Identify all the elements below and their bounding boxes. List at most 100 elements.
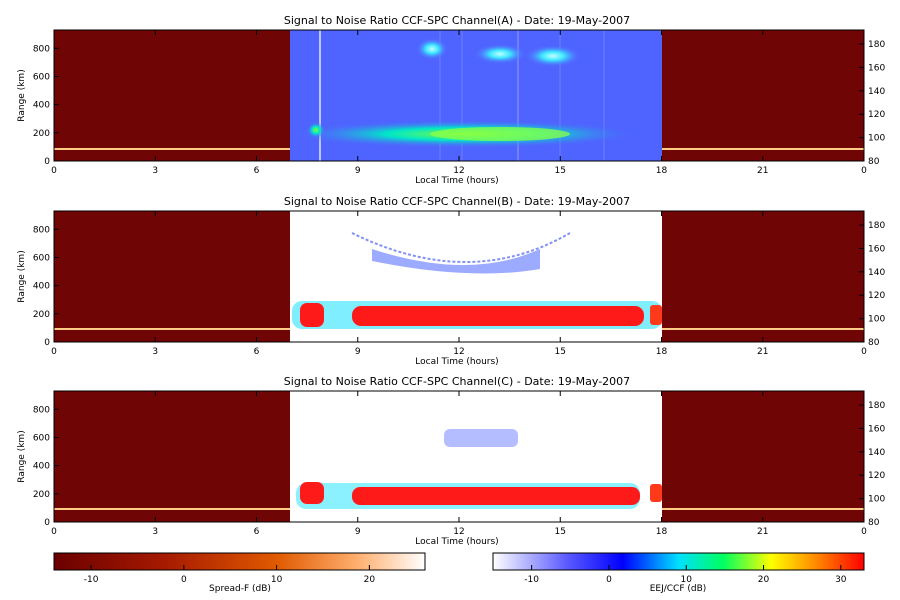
panel-a-e-region-core — [430, 127, 570, 141]
colorbar-tick-label: -10 — [524, 575, 539, 585]
y-right-tick-label: 100 — [868, 134, 885, 144]
y-tick-label: 400 — [33, 282, 50, 292]
panel-a-upper-echo-2 — [474, 44, 526, 64]
y-axis-label: Range (km) — [17, 69, 27, 121]
x-tick-label: 12 — [453, 347, 464, 357]
y-tick-label: 0 — [44, 338, 50, 348]
y-axis-label: Range (km) — [17, 430, 27, 482]
colorbar-eej-ccf-label: EEJ/CCF (dB) — [650, 584, 707, 594]
y-tick-label: 200 — [33, 490, 50, 500]
colorbar-tick-label: 20 — [758, 575, 770, 585]
y-tick-label: 400 — [33, 101, 50, 111]
y-tick-label: 600 — [33, 72, 50, 82]
panel-a-title: Signal to Noise Ratio CCF-SPC Channel(A)… — [284, 14, 630, 27]
y-tick-label: 0 — [44, 518, 50, 528]
colorbar-tick-label: 10 — [681, 575, 693, 585]
colorbar-eej-ccf-ticks: -10 0 10 20 30 — [524, 565, 847, 585]
x-tick-label: 15 — [555, 166, 566, 176]
panel-a-upper-echo-3 — [525, 45, 581, 67]
colorbar-tick-label: 20 — [364, 575, 376, 585]
panel-c-night-right — [662, 391, 864, 522]
y-tick-label: 600 — [33, 253, 50, 263]
x-tick-label: 21 — [757, 166, 768, 176]
panel-c-upper-echo — [444, 429, 518, 447]
panel-a-axes: 0 3 6 9 12 15 18 21 0020040060080080100120140160… — [17, 30, 885, 186]
x-tick-label: 6 — [254, 527, 260, 537]
panel-b-upper-echo-arc — [351, 232, 571, 263]
y-right-tick-label: 80 — [868, 338, 880, 348]
y-right-tick-label: 120 — [868, 291, 885, 301]
colorbar-tick-label: 30 — [835, 575, 847, 585]
panel-b-axes: 0 3 6 9 12 15 18 21 0020040060080080100120140160… — [17, 211, 885, 367]
x-tick-label: 0 — [861, 527, 867, 537]
y-right-tick-label: 160 — [868, 244, 885, 254]
panel-b-e-region-early — [300, 303, 324, 327]
x-axis-label: Local Time (hours) — [415, 176, 498, 186]
panel-a-night-right — [662, 30, 864, 161]
x-axis-label: Local Time (hours) — [415, 357, 498, 367]
x-tick-label: 9 — [355, 347, 361, 357]
panel-b-night-left — [54, 211, 290, 342]
x-tick-label: 18 — [656, 347, 668, 357]
panel-b-upper-echo-band — [372, 249, 540, 274]
x-tick-label: 0 — [51, 347, 57, 357]
x-tick-label: 18 — [656, 166, 668, 176]
y-axis-label: Range (km) — [17, 250, 27, 302]
y-tick-label: 0 — [44, 157, 50, 167]
colorbar-spread-f-ticks: -10 0 10 20 — [84, 565, 376, 585]
y-right-tick-label: 160 — [868, 63, 885, 73]
y-right-tick-label: 180 — [868, 221, 885, 231]
y-tick-label: 200 — [33, 310, 50, 320]
panel-c-axes: 0 3 6 9 12 15 18 21 0020040060080080100120140160… — [17, 391, 885, 547]
y-tick-label: 800 — [33, 405, 50, 415]
y-tick-label: 800 — [33, 44, 50, 54]
x-tick-label: 6 — [254, 166, 260, 176]
colorbar-eej-ccf: -10 0 10 20 30 EEJ/CCF (dB) — [492, 552, 865, 594]
y-right-tick-label: 80 — [868, 157, 880, 167]
x-tick-label: 18 — [656, 527, 668, 537]
colorbar-tick-label: 0 — [181, 575, 187, 585]
y-tick-label: 600 — [33, 433, 50, 443]
x-tick-label: 15 — [555, 347, 566, 357]
y-right-tick-label: 80 — [868, 518, 880, 528]
panel-c: Signal to Noise Ratio CCF-SPC Channel(C)… — [17, 375, 885, 547]
y-right-tick-label: 140 — [868, 448, 885, 458]
x-tick-label: 6 — [254, 347, 260, 357]
panel-c-night-left — [54, 391, 290, 522]
panel-a-echo-early — [307, 122, 325, 138]
x-tick-label: 21 — [757, 347, 768, 357]
colorbar-tick-label: 0 — [606, 575, 612, 585]
x-axis-label: Local Time (hours) — [415, 537, 498, 547]
panel-a: Signal to Noise Ratio CCF-SPC Channel(A)… — [17, 14, 885, 186]
panel-a-night-left — [54, 30, 290, 161]
x-tick-label: 0 — [51, 527, 57, 537]
y-right-tick-label: 140 — [868, 268, 885, 278]
x-tick-label: 3 — [152, 166, 158, 176]
colorbar-spread-f-ramp — [53, 552, 426, 571]
x-tick-label: 9 — [355, 527, 361, 537]
x-tick-label: 0 — [861, 347, 867, 357]
y-tick-label: 800 — [33, 225, 50, 235]
y-right-tick-label: 160 — [868, 424, 885, 434]
y-right-tick-label: 100 — [868, 315, 885, 325]
y-right-tick-label: 120 — [868, 110, 885, 120]
x-tick-label: 21 — [757, 527, 768, 537]
y-right-tick-label: 140 — [868, 87, 885, 97]
y-right-tick-label: 180 — [868, 40, 885, 50]
y-right-tick-label: 180 — [868, 401, 885, 411]
x-tick-label: 0 — [51, 166, 57, 176]
colorbar-eej-ccf-ramp — [492, 552, 865, 571]
panel-b-e-region-main — [352, 306, 644, 326]
x-tick-label: 12 — [453, 166, 464, 176]
y-right-tick-label: 100 — [868, 495, 885, 505]
panel-c-title: Signal to Noise Ratio CCF-SPC Channel(C)… — [284, 375, 630, 388]
x-tick-label: 12 — [453, 527, 464, 537]
panel-b-e-region-late — [650, 305, 662, 325]
x-tick-label: 3 — [152, 347, 158, 357]
colorbar-spread-f-label: Spread-F (dB) — [209, 584, 271, 594]
x-tick-label: 15 — [555, 527, 566, 537]
y-tick-label: 400 — [33, 462, 50, 472]
panel-a-upper-echo-1 — [416, 38, 448, 60]
panel-b: Signal to Noise Ratio CCF-SPC Channel(B)… — [17, 195, 885, 367]
